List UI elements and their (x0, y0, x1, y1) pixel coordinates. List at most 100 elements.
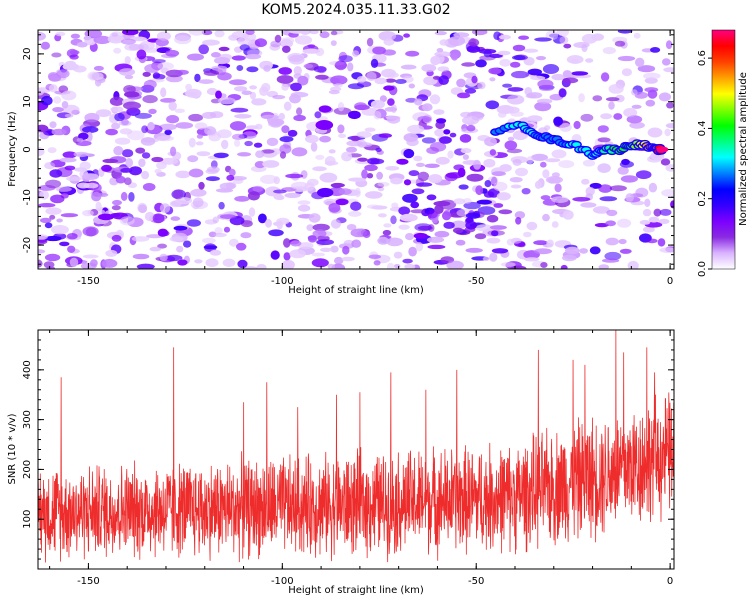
heatmap-cell (434, 204, 444, 214)
heatmap-cell (192, 197, 204, 208)
heatmap-cell (462, 154, 469, 160)
heatmap-cell (262, 160, 280, 168)
heatmap-cell (631, 104, 642, 109)
heatmap-cell (128, 43, 145, 51)
heatmap-cell (45, 207, 62, 215)
heatmap-cell (218, 201, 225, 210)
heatmap-cell (56, 218, 63, 223)
heatmap-cell (395, 79, 407, 84)
heatmap-cell (504, 140, 518, 151)
heatmap-cell (177, 259, 188, 266)
heatmap-cell (310, 142, 318, 152)
heatmap-cell (415, 241, 424, 252)
heatmap-cell (456, 78, 466, 88)
heatmap-cell (563, 43, 572, 49)
heatmap-cell (534, 101, 552, 112)
y-tick-label: 400 (22, 360, 33, 379)
heatmap-cell (79, 161, 91, 170)
heatmap-cell (342, 245, 350, 255)
heatmap-cell (157, 228, 169, 237)
heatmap-cell (489, 77, 496, 82)
heatmap-cell (120, 38, 136, 45)
heatmap-cell (536, 56, 546, 61)
heatmap-cell (657, 238, 666, 247)
heatmap-cell (468, 38, 480, 47)
heatmap-cell (62, 63, 79, 71)
heatmap-cell (283, 252, 291, 261)
heatmap-cell (312, 166, 327, 172)
heatmap-cell (49, 121, 57, 129)
signal-peak (656, 146, 669, 153)
heatmap-cell (373, 260, 381, 266)
heatmap-cell (291, 147, 308, 157)
heatmap-cell (203, 245, 218, 250)
heatmap-cell (643, 226, 655, 233)
heatmap-cell (76, 137, 84, 143)
heatmap-cell (149, 246, 162, 252)
heatmap-cell (484, 180, 492, 188)
heatmap-cell (366, 173, 374, 179)
heatmap-cell (491, 248, 509, 254)
heatmap-cell (498, 34, 511, 40)
heatmap-cell (152, 213, 165, 224)
heatmap-cell (510, 184, 522, 189)
heatmap-cell (665, 164, 674, 172)
heatmap-cell (114, 112, 125, 122)
heatmap-cell (383, 38, 395, 46)
heatmap-cell (207, 166, 220, 173)
heatmap-cell (265, 186, 281, 197)
heatmap-cell (459, 134, 472, 143)
heatmap-cell (432, 75, 441, 80)
heatmap-cell (113, 146, 124, 156)
colorbar-tick-label: 0.0 (697, 261, 708, 277)
heatmap-cell (643, 72, 661, 80)
heatmap-cell (157, 243, 168, 249)
heatmap-cell (297, 75, 309, 86)
x-tick-label: -50 (468, 576, 484, 587)
heatmap-cell (465, 247, 483, 253)
heatmap-cell (488, 67, 502, 75)
heatmap-cell (115, 175, 126, 184)
heatmap-cell (474, 233, 487, 240)
heatmap-cell (142, 71, 151, 77)
heatmap-cell (387, 72, 399, 78)
heatmap-cell (98, 213, 114, 221)
heatmap-cell (464, 88, 477, 94)
heatmap-cell (119, 128, 133, 135)
heatmap-cell (461, 62, 476, 67)
heatmap-cell (660, 158, 671, 166)
heatmap-cell (67, 245, 76, 253)
heatmap-cell (377, 181, 390, 187)
heatmap-cell (254, 123, 263, 130)
heatmap-cell (402, 258, 413, 264)
heatmap-cell (581, 178, 590, 185)
heatmap-cell (635, 170, 652, 180)
heatmap-cell (629, 121, 645, 129)
heatmap-cell (416, 182, 433, 187)
heatmap-cell (545, 158, 561, 163)
heatmap-cell (39, 217, 52, 224)
heatmap-cell (188, 137, 196, 148)
heatmap-cell (335, 198, 349, 206)
heatmap-cell (268, 229, 284, 237)
heatmap-cell (644, 87, 659, 93)
x-tick-label: 0 (667, 276, 673, 287)
heatmap-cell (512, 55, 526, 61)
heatmap-cell (605, 237, 619, 246)
heatmap-cell (44, 162, 56, 170)
y-tick-label: 100 (22, 510, 33, 529)
heatmap-cell (506, 94, 525, 105)
heatmap-cell (427, 210, 438, 219)
heatmap-cell (493, 181, 508, 192)
heatmap-cell (222, 258, 236, 267)
y-tick-label: 20 (22, 48, 33, 61)
heatmap-cell (408, 83, 415, 89)
heatmap-cell (244, 140, 253, 147)
heatmap-cell (237, 259, 248, 269)
heatmap-cell (627, 260, 639, 269)
heatmap-cell (433, 109, 445, 115)
heatmap-cell (204, 126, 217, 136)
heatmap-cell (407, 124, 425, 134)
heatmap-cell (491, 171, 506, 177)
